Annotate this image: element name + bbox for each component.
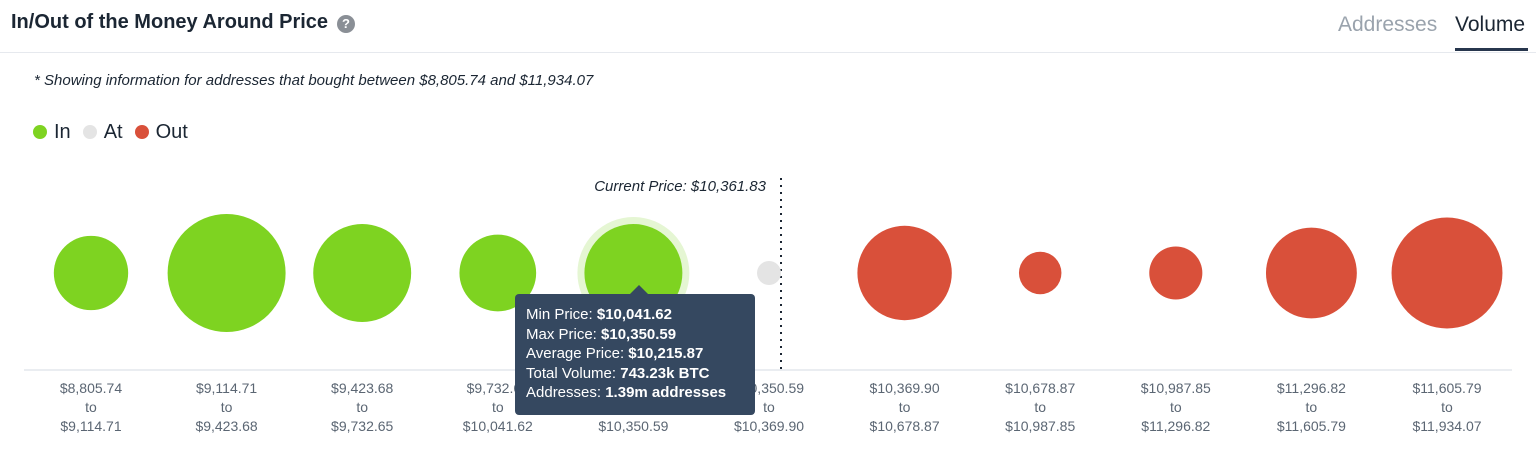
tick-label: $8,805.74 xyxy=(60,380,122,396)
tick-label: to xyxy=(1034,399,1046,415)
tab-volume[interactable]: Volume xyxy=(1455,13,1526,36)
active-tab-indicator xyxy=(1455,48,1528,51)
legend-item-out[interactable]: Out xyxy=(134,120,188,144)
tick-label: $9,423.68 xyxy=(331,380,393,396)
tick-label: $9,423.68 xyxy=(195,418,257,434)
bubble-tooltip: Min Price: $10,041.62 Max Price: $10,350… xyxy=(515,285,755,415)
tooltip-row-average-price: Average Price: $10,215.87 xyxy=(526,344,755,364)
legend-label-in: In xyxy=(54,120,71,143)
tab-addresses[interactable]: Addresses xyxy=(1338,13,1438,36)
tick-label: to xyxy=(1441,399,1453,415)
tick-label: $11,605.79 xyxy=(1277,418,1346,434)
tick-label: $10,987.85 xyxy=(1141,380,1211,396)
bubble-out[interactable] xyxy=(1149,246,1203,300)
tooltip-label: Min Price: xyxy=(526,306,593,323)
tick-label: to xyxy=(85,399,97,415)
legend-dot-out xyxy=(134,125,149,139)
tick-label: $9,732.65 xyxy=(331,418,393,434)
tooltip-row-max-price: Max Price: $10,350.59 xyxy=(526,325,755,345)
range-note: * Showing information for addresses that… xyxy=(34,72,594,89)
tick-label: $10,041.62 xyxy=(463,418,533,434)
bubble-out[interactable] xyxy=(1018,251,1062,295)
bubble-in[interactable] xyxy=(313,224,412,322)
tick-label: $9,114.71 xyxy=(196,380,257,396)
tooltip-value: 743.23k BTC xyxy=(620,364,710,382)
tick-label: $11,934.07 xyxy=(1412,418,1481,434)
bubble-out[interactable] xyxy=(857,225,952,321)
legend: In At Out xyxy=(33,120,200,144)
tick-label: to xyxy=(1306,399,1318,415)
current-price-label: Current Price: $10,361.83 xyxy=(594,178,766,195)
tick-label: to xyxy=(763,399,775,415)
tooltip-row-addresses: Addresses: 1.39m addresses xyxy=(526,383,755,403)
tick-label: $10,678.87 xyxy=(870,418,940,434)
bubble-out[interactable] xyxy=(1265,227,1357,319)
bubble-in[interactable] xyxy=(167,214,286,332)
tooltip-value: $10,215.87 xyxy=(628,345,704,362)
tick-label: $11,605.79 xyxy=(1412,380,1481,396)
chart-title: In/Out of the Money Around Price xyxy=(11,11,329,33)
legend-label-out: Out xyxy=(155,120,188,143)
tooltip-value: $10,041.62 xyxy=(596,306,672,323)
legend-item-in[interactable]: In xyxy=(33,121,71,144)
tick-label: $10,369.90 xyxy=(870,380,940,396)
bubble-out[interactable] xyxy=(1391,217,1503,329)
tick-label: to xyxy=(1170,399,1182,415)
tooltip-row-min-price: Min Price: $10,041.62 xyxy=(526,305,755,325)
legend-dot-at xyxy=(82,125,97,139)
bubble-in[interactable] xyxy=(53,235,129,311)
tick-label: $11,296.82 xyxy=(1141,418,1210,434)
tick-label: $9,732.65 xyxy=(467,380,529,396)
tooltip-value: $10,350.59 xyxy=(601,325,677,343)
tick-label: $10,987.85 xyxy=(1005,418,1075,434)
tick-label: $11,296.82 xyxy=(1277,380,1346,396)
tick-label: $10,369.90 xyxy=(734,418,804,434)
tick-label: to xyxy=(356,399,368,415)
tooltip-value: 1.39m addresses xyxy=(605,384,727,401)
tooltip-label: Addresses: xyxy=(526,384,602,401)
tooltip-label: Total Volume: xyxy=(526,364,617,382)
bubble-at[interactable] xyxy=(757,261,781,285)
tooltip-row-total-volume: Total Volume: 743.23k BTC xyxy=(526,364,755,384)
tooltip-label: Average Price: xyxy=(526,345,625,362)
legend-label-at: At xyxy=(103,120,123,143)
bubble-in[interactable] xyxy=(459,234,537,312)
chart-header: In/Out of the Money Around Price ? Addre… xyxy=(0,0,1536,53)
tick-label: to xyxy=(221,399,233,415)
question-mark-icon[interactable]: ? xyxy=(337,15,355,33)
tick-label: to xyxy=(899,399,911,415)
tooltip-label: Max Price: xyxy=(526,325,597,343)
tick-label: $9,114.71 xyxy=(60,418,121,434)
tick-label: to xyxy=(492,399,504,415)
legend-item-at[interactable]: At xyxy=(82,120,123,144)
tick-label: $10,678.87 xyxy=(1005,380,1075,396)
legend-dot-in xyxy=(33,125,47,139)
tick-label: $10,350.59 xyxy=(598,418,668,434)
